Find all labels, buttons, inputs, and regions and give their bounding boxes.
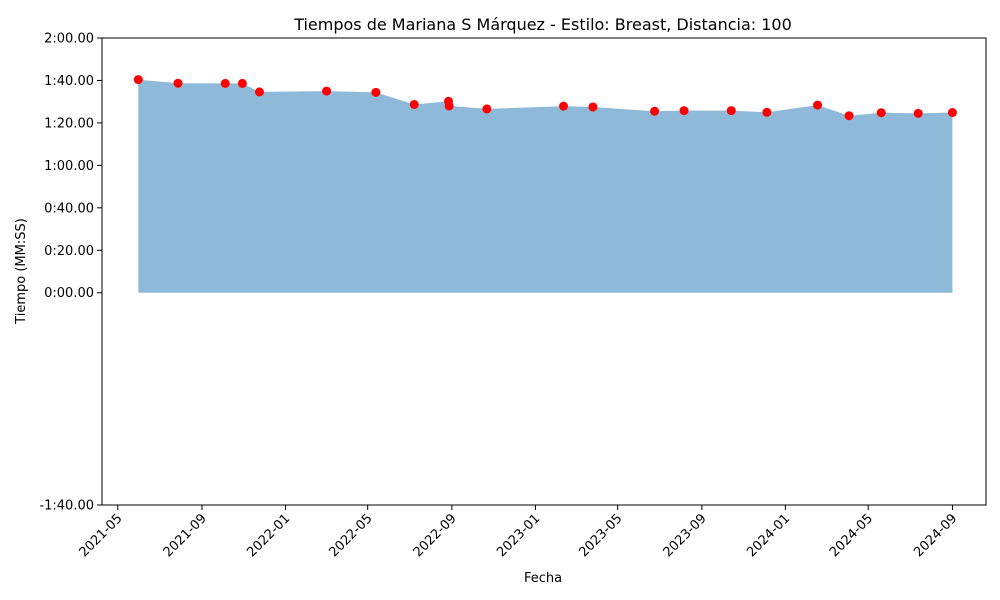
y-axis: -1:40.00 0:00.00 0:20.00 0:40.00 1:00.00 1:20… [39,32,102,514]
area-layer [138,79,953,293]
x-tick-label: 2023-09 [661,511,710,560]
data-point [133,75,143,85]
data-point [650,106,660,116]
y-tick-label: 0:20.00 [44,244,94,259]
x-tick-label: 2024-01 [744,511,793,560]
data-point [679,106,689,116]
x-tick-label: 2021-09 [161,511,210,560]
data-point [409,99,419,109]
x-tick-label: 2022-05 [326,511,375,560]
y-tick-label: 0:00.00 [44,286,94,301]
data-point [726,106,736,116]
x-axis-label: Fecha [524,571,562,586]
x-axis: 2021-05 2021-09 2022-01 2022-05 2022-09 2023-… [77,505,960,560]
x-tick-label: 2024-09 [911,511,960,560]
data-point [220,78,230,88]
data-point [444,101,454,111]
y-axis-label: Tiempo (MM:SS) [14,218,29,325]
x-tick-label: 2023-01 [494,511,543,560]
data-point [947,108,957,118]
data-point [237,78,247,88]
chart-title: Tiempos de Mariana S Márquez - Estilo: B… [293,15,792,34]
x-tick-label: 2022-09 [411,511,460,560]
data-point [482,104,492,114]
data-point [844,111,854,121]
plot-frame [101,37,987,506]
data-point [813,100,823,110]
y-tick-label: 1:20.00 [44,116,94,131]
data-point [559,101,569,111]
data-point [913,108,923,118]
data-point [254,87,264,97]
marker-layer [133,75,957,121]
y-tick-label: 2:00.00 [44,32,94,47]
x-tick-label: 2024-05 [827,511,876,560]
data-point [588,102,598,112]
data-point [876,108,886,118]
y-tick-label: 1:40.00 [44,74,94,89]
time-area [138,79,953,293]
data-point [371,87,381,97]
y-tick-label: -1:40.00 [39,499,94,514]
x-tick-label: 2023-05 [576,511,625,560]
data-point [762,107,772,117]
x-tick-label: 2022-01 [244,511,293,560]
data-point [322,86,332,96]
data-point [173,78,183,88]
y-tick-label: 1:00.00 [44,159,94,174]
x-tick-label: 2021-05 [77,511,126,560]
y-tick-label: 0:40.00 [44,201,94,216]
